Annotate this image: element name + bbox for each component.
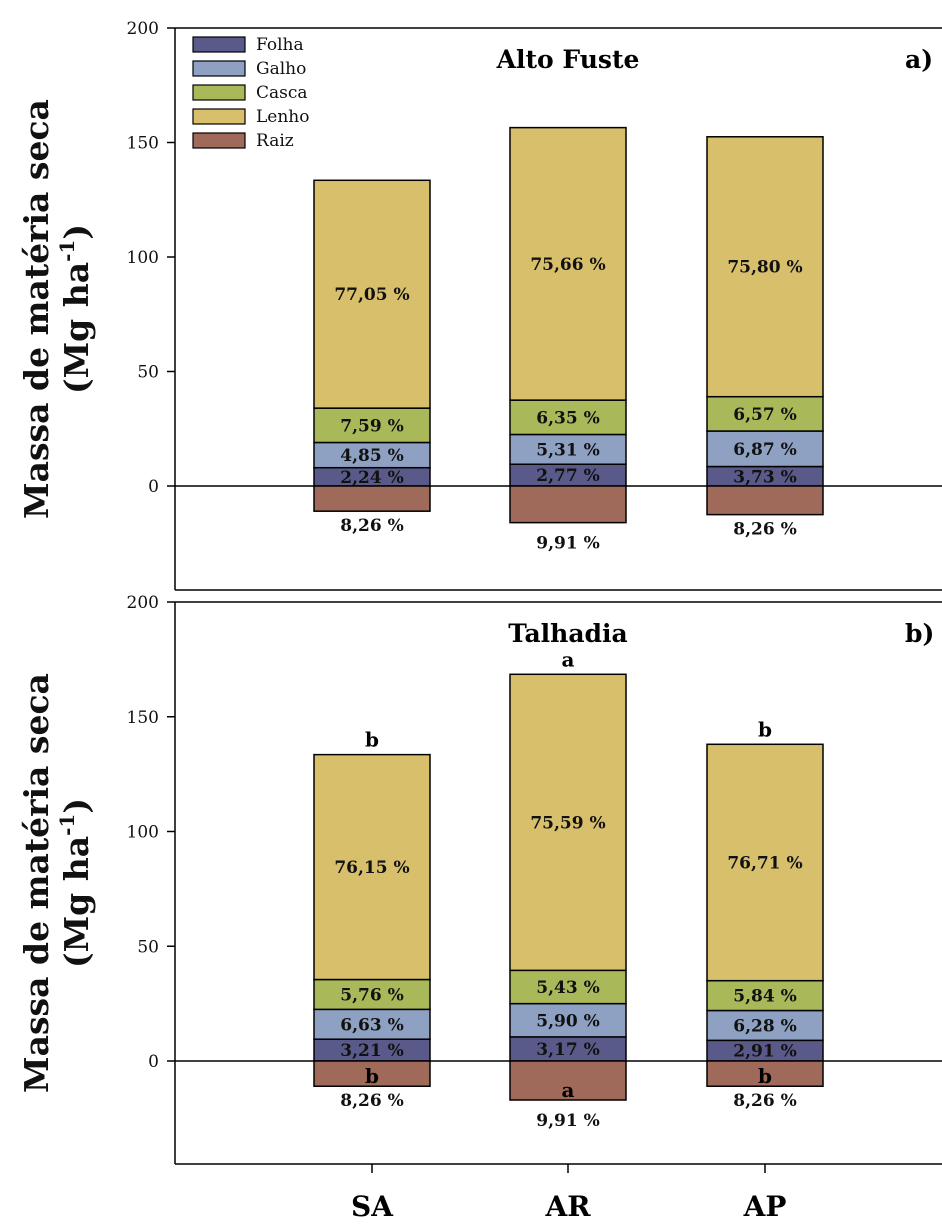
bar-lenho-sa [313, 753, 431, 981]
bar-casca-ar [509, 399, 627, 436]
data-label-folha-ap: 3,73 % [733, 467, 796, 487]
y-tick-label: 100 [127, 248, 159, 268]
bar-galho-ar [509, 1002, 627, 1038]
bar-raiz-sa [313, 1060, 431, 1087]
data-label-raiz-sa: 8,26 % [340, 516, 403, 536]
data-label-folha-sa: 3,21 % [340, 1041, 403, 1061]
legend-swatch-casca [192, 84, 246, 101]
legend-label-casca: Casca [256, 83, 308, 103]
y-tick-label: 100 [127, 823, 159, 843]
bar-raiz-ap [706, 485, 824, 516]
bar-lenho-ar [509, 126, 627, 401]
data-label-folha-ap: 2,91 % [733, 1042, 796, 1062]
legend-swatch-galho [192, 60, 246, 77]
bar-lenho-ar [509, 673, 627, 972]
significance-letter-total-ar: a [562, 647, 575, 671]
y-tick-label: 50 [137, 363, 159, 383]
data-label-galho-sa: 6,63 % [340, 1015, 403, 1035]
y-axis-label: Massa de matéria seca [17, 673, 56, 1093]
data-label-lenho-sa: 76,15 % [334, 858, 409, 878]
bar-galho-sa [313, 1008, 431, 1040]
data-label-galho-ar: 5,90 % [536, 1011, 599, 1031]
data-label-lenho-sa: 77,05 % [334, 285, 409, 305]
bar-galho-ap [706, 1009, 824, 1042]
bar-lenho-ap [706, 743, 824, 982]
y-tick-label: 150 [127, 134, 159, 154]
data-label-casca-ar: 5,43 % [536, 978, 599, 998]
y-tick-label: 50 [137, 937, 159, 957]
y-axis-label: Massa de matéria seca [17, 99, 56, 519]
data-label-galho-ap: 6,28 % [733, 1016, 796, 1036]
significance-letter-root-ar: a [562, 1078, 575, 1102]
panel-label: b) [905, 619, 934, 648]
legend-label-folha: Folha [256, 35, 304, 55]
data-label-galho-sa: 4,85 % [340, 446, 403, 466]
bar-raiz-sa [313, 485, 431, 512]
data-label-folha-sa: 2,24 % [340, 468, 403, 488]
data-label-raiz-ap: 8,26 % [733, 520, 796, 540]
data-label-casca-sa: 5,76 % [340, 985, 403, 1005]
data-label-galho-ar: 5,31 % [536, 440, 599, 460]
data-label-raiz-ar: 9,91 % [536, 1111, 599, 1131]
panel-label: a) [905, 45, 933, 74]
data-label-lenho-ap: 76,71 % [727, 853, 802, 873]
x-tick-label-ar: AR [545, 1190, 592, 1223]
chart-title: Alto Fuste [496, 45, 640, 74]
data-label-folha-ar: 3,17 % [536, 1040, 599, 1060]
bar-galho-ap [706, 430, 824, 468]
data-label-lenho-ar: 75,59 % [530, 813, 605, 833]
data-label-raiz-ar: 9,91 % [536, 534, 599, 554]
data-label-galho-ap: 6,87 % [733, 440, 796, 460]
chart-title: Talhadia [508, 619, 627, 648]
data-label-folha-ar: 2,77 % [536, 466, 599, 486]
data-label-raiz-sa: 8,26 % [340, 1091, 403, 1111]
significance-letter-root-ap: b [758, 1064, 772, 1088]
legend-label-galho: Galho [256, 59, 306, 79]
bar-raiz-ar [509, 1060, 627, 1101]
y-tick-label: 200 [127, 19, 159, 39]
x-tick-label-sa: SA [351, 1190, 394, 1223]
y-tick-label: 0 [148, 477, 159, 497]
data-label-casca-ap: 6,57 % [733, 405, 796, 425]
y-tick-label: 0 [148, 1052, 159, 1072]
y-axis-units: (Mg ha-1) [55, 224, 96, 394]
significance-letter-total-sa: b [365, 728, 379, 752]
data-label-casca-sa: 7,59 % [340, 416, 403, 436]
data-label-lenho-ar: 75,66 % [530, 255, 605, 275]
significance-letter-root-sa: b [365, 1064, 379, 1088]
bar-casca-ar [509, 969, 627, 1005]
data-label-casca-ap: 5,84 % [733, 987, 796, 1007]
significance-letter-total-ap: b [758, 717, 772, 741]
bar-galho-ar [509, 433, 627, 465]
legend-label-raiz: Raiz [256, 131, 294, 151]
legend-swatch-raiz [192, 132, 246, 149]
legend-swatch-folha [192, 36, 246, 53]
legend-swatch-lenho [192, 108, 246, 125]
y-tick-label: 200 [127, 593, 159, 613]
x-tick-label-ap: AP [743, 1190, 787, 1223]
bar-lenho-ap [706, 136, 824, 398]
data-label-lenho-ap: 75,80 % [727, 258, 802, 278]
y-tick-label: 150 [127, 708, 159, 728]
bar-raiz-ar [509, 485, 627, 524]
bar-galho-sa [313, 441, 431, 469]
bar-raiz-ap [706, 1060, 824, 1087]
data-label-raiz-ap: 8,26 % [733, 1091, 796, 1111]
y-axis-units: (Mg ha-1) [55, 798, 96, 968]
legend-label-lenho: Lenho [256, 107, 309, 127]
data-label-casca-ar: 6,35 % [536, 408, 599, 428]
bar-lenho-sa [313, 179, 431, 409]
